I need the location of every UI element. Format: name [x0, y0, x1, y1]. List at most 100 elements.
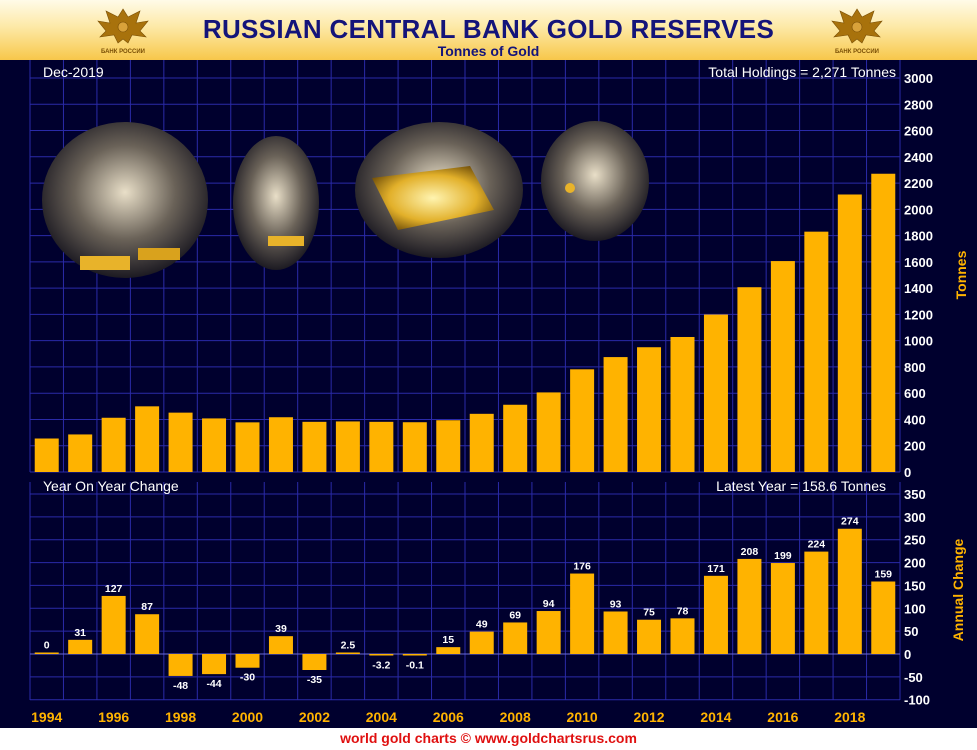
bar-holdings-2017	[804, 231, 829, 472]
value-label-2017: 224	[808, 539, 826, 551]
x-tick-label: 2014	[700, 709, 731, 725]
bar-change-2013	[670, 618, 695, 654]
date-label: Dec-2019	[43, 64, 104, 80]
bar-holdings-1995	[68, 434, 93, 472]
bar-change-2007	[469, 631, 494, 654]
x-tick-label: 1998	[165, 709, 196, 725]
bar-change-2017	[804, 551, 829, 654]
y-axis-title-annual-change: Annual Change	[950, 538, 966, 641]
y-tick-label: 300	[904, 510, 926, 525]
x-tick-label: 2002	[299, 709, 330, 725]
bottom-panel-y-ticks: -100 -50 0 50 100 150 200 250 300 350	[904, 487, 930, 708]
bar-holdings-2001	[268, 417, 293, 472]
bar-holdings-2008	[503, 404, 528, 472]
bar-holdings-2016	[770, 261, 795, 472]
bar-change-2006	[436, 647, 461, 654]
y-tick-label: 2200	[904, 176, 933, 191]
y-tick-label: 0	[904, 647, 911, 662]
x-axis-ticks: 1994 1996 1998 2000 2002 2004 2006 2008 2010 2012…	[31, 709, 865, 725]
y-tick-label: -100	[904, 693, 930, 708]
value-label-2018: 274	[841, 516, 859, 528]
x-tick-label: 2006	[433, 709, 464, 725]
y-tick-label: 200	[904, 439, 926, 454]
photo-vignette-1	[42, 122, 208, 278]
value-label-2009: 94	[543, 598, 555, 610]
chart-header: БАНК РОССИИ БАНК РОССИИ RUSSIAN CENTRAL …	[0, 0, 977, 60]
bar-change-2016	[770, 563, 795, 654]
bar-holdings-1994	[34, 438, 59, 472]
photo-vignette-4	[541, 121, 649, 241]
y-tick-label: 100	[904, 601, 926, 616]
value-label-2011: 93	[610, 598, 622, 610]
value-label-2001: 39	[275, 623, 287, 635]
bar-holdings-2000	[235, 422, 260, 472]
y-tick-label: -50	[904, 670, 923, 685]
y-tick-label: 1800	[904, 229, 933, 244]
bank-of-russia-seal-left: БАНК РОССИИ	[97, 8, 149, 55]
bar-change-2019	[871, 581, 896, 654]
y-tick-label: 350	[904, 487, 926, 502]
bar-holdings-2013	[670, 336, 695, 472]
y-tick-label: 1000	[904, 334, 933, 349]
x-tick-label: 2012	[633, 709, 664, 725]
value-label-2003: 2.5	[341, 640, 356, 652]
bar-holdings-2005	[402, 422, 427, 472]
y-tick-label: 150	[904, 578, 926, 593]
value-label-2016: 199	[774, 550, 792, 562]
bar-holdings-2018	[837, 194, 862, 472]
bar-change-2004	[369, 654, 394, 656]
bar-holdings-1997	[135, 406, 160, 472]
bar-holdings-1996	[101, 417, 126, 472]
value-label-2007: 49	[476, 619, 488, 631]
bar-change-2000	[235, 654, 260, 668]
bar-change-1999	[202, 654, 227, 675]
bar-change-1996	[101, 595, 126, 654]
bar-holdings-2004	[369, 421, 394, 472]
value-label-2006: 15	[442, 634, 454, 646]
value-label-2002: -35	[307, 674, 322, 686]
footer-credit: world gold charts © www.goldchartsrus.co…	[0, 728, 977, 750]
chart-svg: 0 31 127 87 -48 -44 -30 39 -35 2.5 -3.2 -0.1 15 49 69 9…	[29, 60, 969, 725]
bar-holdings-2012	[637, 347, 662, 472]
bar-change-2002	[302, 654, 327, 670]
bar-change-2009	[536, 611, 561, 654]
bar-change-2001	[268, 636, 293, 654]
value-label-1996: 127	[105, 583, 123, 595]
y-tick-label: 2600	[904, 124, 933, 139]
photo-vignette-2	[233, 136, 319, 270]
y-tick-label: 1200	[904, 307, 933, 322]
y-tick-label: 2800	[904, 97, 933, 112]
y-tick-label: 600	[904, 386, 926, 401]
bar-change-1998	[168, 654, 193, 676]
bar-holdings-2019	[871, 173, 896, 472]
value-label-1997: 87	[141, 601, 153, 613]
y-tick-label: 1400	[904, 281, 933, 296]
value-label-2010: 176	[573, 561, 591, 573]
x-tick-label: 1996	[98, 709, 129, 725]
svg-text:БАНК РОССИИ: БАНК РОССИИ	[835, 49, 879, 55]
bar-holdings-2006	[436, 420, 461, 472]
y-tick-label: 0	[904, 465, 911, 480]
bar-holdings-2003	[335, 421, 360, 472]
value-label-1999: -44	[206, 678, 221, 690]
x-tick-label: 2000	[232, 709, 263, 725]
chart-subtitle: Tonnes of Gold	[437, 43, 540, 59]
bar-change-2018	[837, 528, 862, 654]
bar-change-2015	[737, 558, 762, 654]
x-tick-label: 2004	[366, 709, 397, 725]
chart-title: RUSSIAN CENTRAL BANK GOLD RESERVES	[202, 14, 775, 44]
y-tick-label: 400	[904, 412, 926, 427]
bar-holdings-2002	[302, 421, 327, 472]
value-label-2015: 208	[741, 546, 759, 558]
bottom-panel-value-labels: 0 31 127 87 -48 -44 -30 39 -35 2.5 -3.2 -0.1 15 49 69 9…	[44, 516, 892, 692]
bottom-panel-gridlines	[29, 482, 901, 701]
y-tick-label: 2000	[904, 202, 933, 217]
bar-change-1994	[34, 652, 59, 654]
value-label-1995: 31	[74, 627, 86, 639]
top-panel-bars	[34, 173, 896, 472]
bank-of-russia-seal-right: БАНК РОССИИ	[831, 8, 883, 55]
bar-change-1995	[68, 639, 93, 654]
bar-holdings-2009	[536, 392, 561, 472]
y-tick-label: 2400	[904, 150, 933, 165]
